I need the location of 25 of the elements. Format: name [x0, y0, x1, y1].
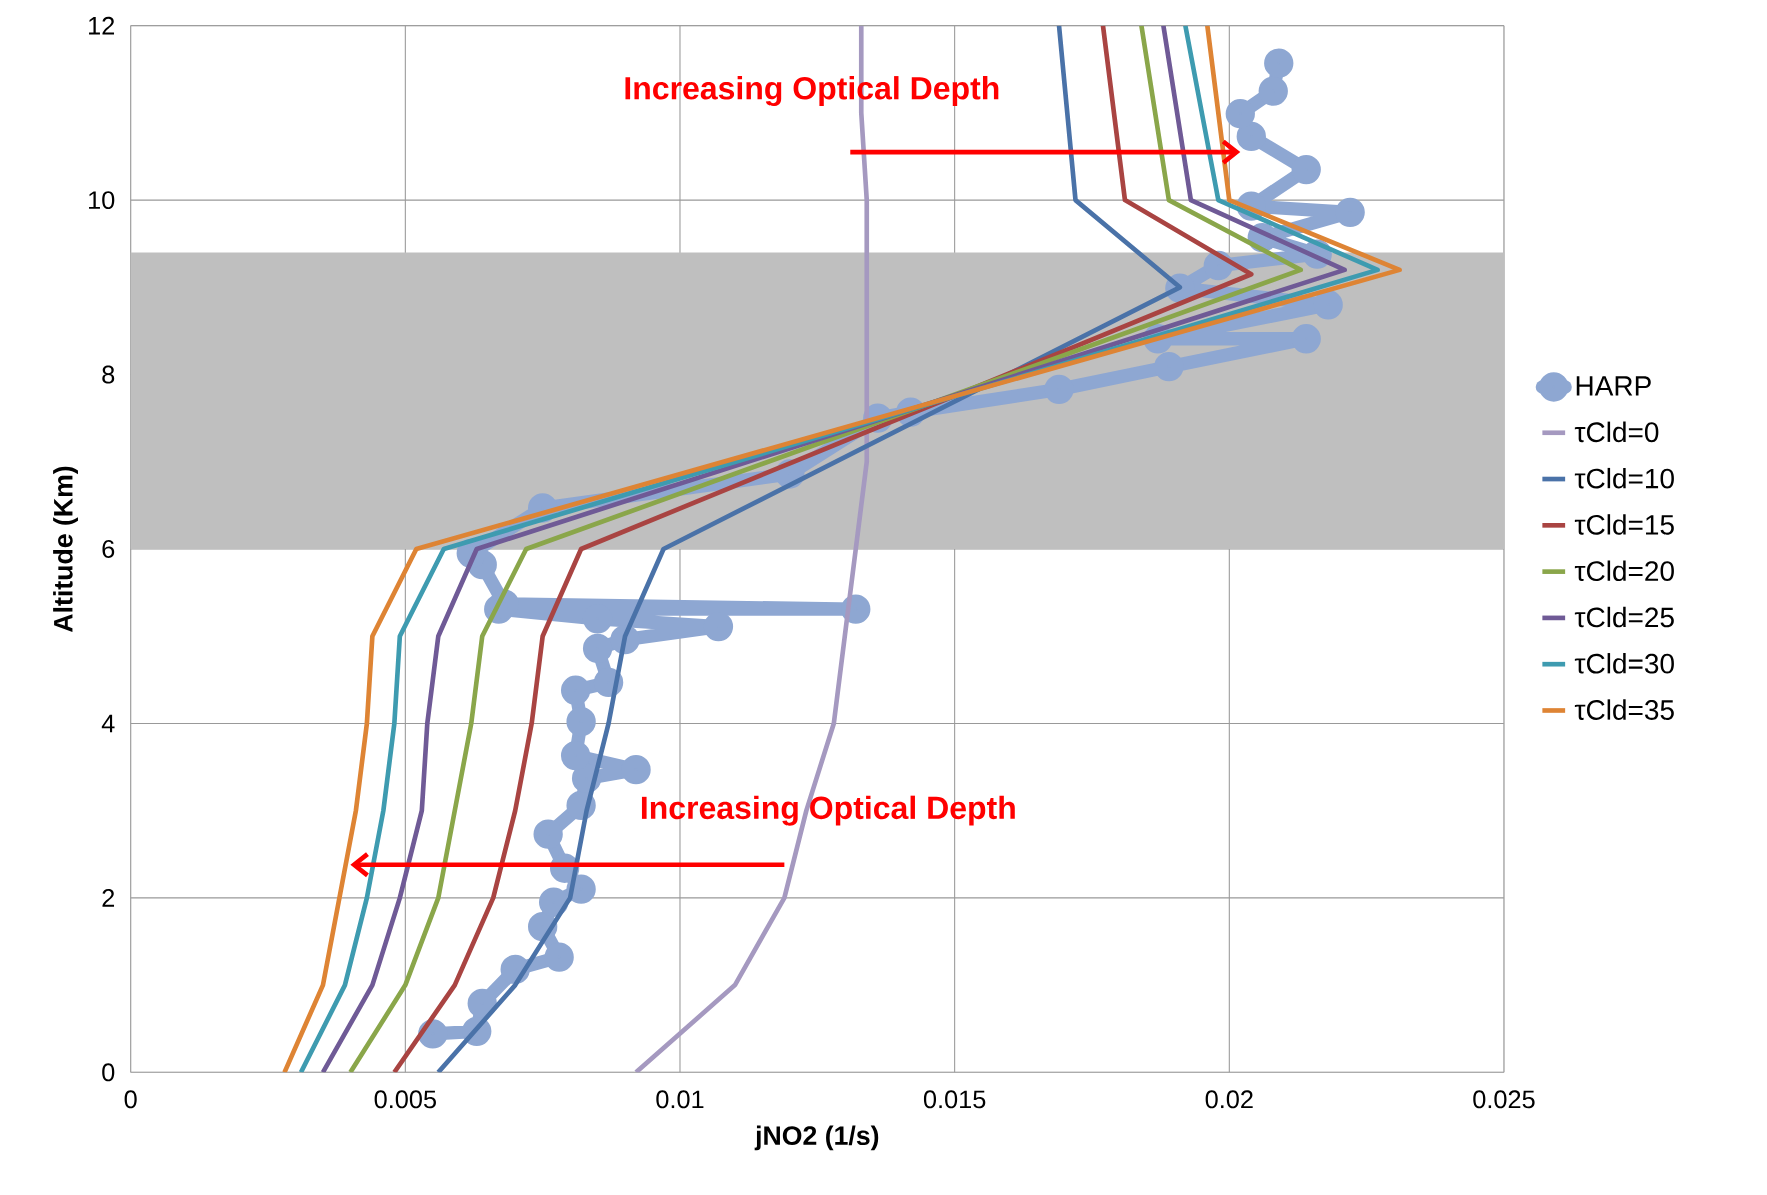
- legend-label: τCld=15: [1574, 514, 1674, 535]
- y-tick-label: 6: [102, 540, 115, 558]
- legend-label: τCld=10: [1574, 467, 1674, 489]
- x-tick-label: 0: [124, 1090, 137, 1109]
- annotation: Increasing Optical Depth: [641, 795, 1015, 826]
- y-tick-label: 2: [102, 889, 115, 907]
- y-axis-title: Altitude (Km): [53, 466, 78, 633]
- legend-label: τCld=35: [1574, 699, 1674, 720]
- x-axis-title: jNO2 (1/s): [754, 1125, 879, 1151]
- y-tick-label: 10: [89, 191, 115, 210]
- x-tick-label: 0.015: [923, 1090, 986, 1109]
- legend-label: τCld=0: [1574, 421, 1659, 443]
- y-tick-label: 12: [89, 16, 115, 35]
- y-tick-label: 4: [101, 714, 115, 733]
- legend-label: τCld=25: [1574, 606, 1674, 628]
- x-tick-label: 0.01: [656, 1090, 704, 1109]
- legend-label: τCld=30: [1574, 653, 1674, 674]
- legend-label: HARP: [1576, 376, 1651, 396]
- x-tick-label: 0.02: [1205, 1090, 1253, 1109]
- y-tick-label: 0: [102, 1063, 115, 1082]
- x-tick-label: 0.005: [374, 1090, 436, 1109]
- x-tick-label: 0.025: [1473, 1090, 1535, 1109]
- y-tick-label: 8: [102, 365, 115, 384]
- legend-label: τCld=20: [1574, 560, 1674, 582]
- annotation: Increasing Optical Depth: [625, 76, 999, 107]
